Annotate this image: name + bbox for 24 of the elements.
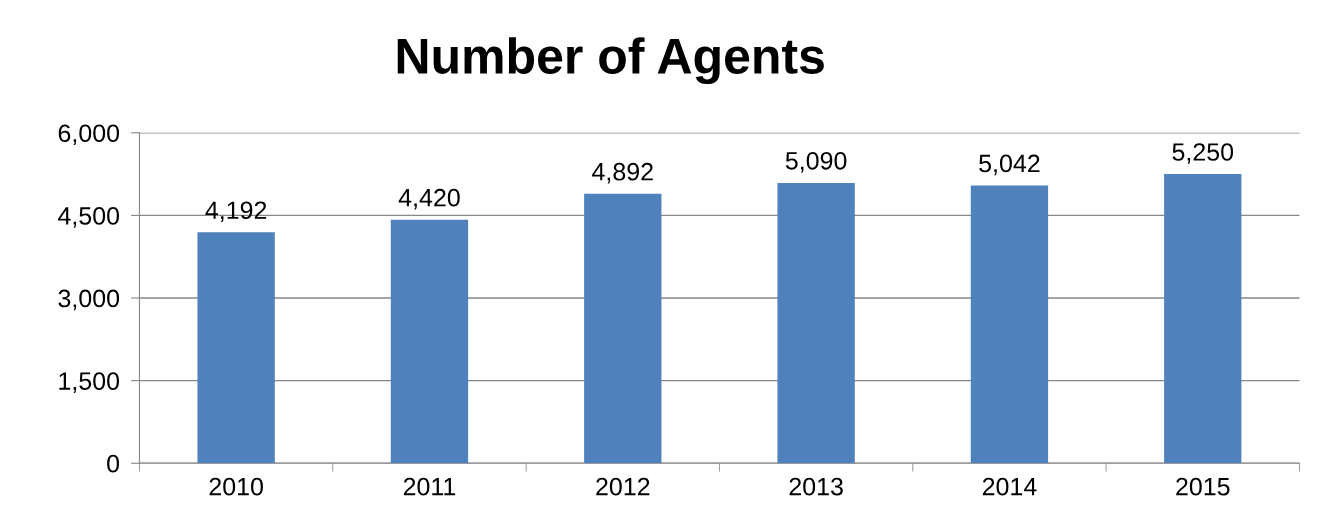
x-tick-label: 2014 [982,477,1037,496]
y-tick-label: 3,000 [58,289,120,311]
chart-title: Number of Agents [397,37,824,85]
bar [970,185,1049,464]
bar [1164,174,1242,464]
x-tick-label: 2012 [596,477,650,496]
bar [197,232,275,464]
data-label: 4,420 [398,188,460,210]
x-tick-label: 2011 [403,477,456,496]
y-tick-label: 1,500 [59,372,120,393]
data-label: 5,042 [979,154,1040,176]
bar [777,182,855,464]
bar [584,193,662,464]
data-label: 4,892 [592,162,653,184]
x-tick-label: 2013 [789,477,843,496]
bar [390,219,469,464]
y-tick-label: 4,500 [58,207,120,228]
x-tick-label: 2015 [1176,477,1230,496]
data-label: 4,192 [205,201,267,223]
y-tick-label: 0 [107,454,120,473]
data-label: 5,250 [1172,143,1234,164]
y-tick-label: 6,000 [58,124,120,146]
x-tick-label: 2010 [209,477,263,496]
data-label: 5,090 [785,151,847,173]
